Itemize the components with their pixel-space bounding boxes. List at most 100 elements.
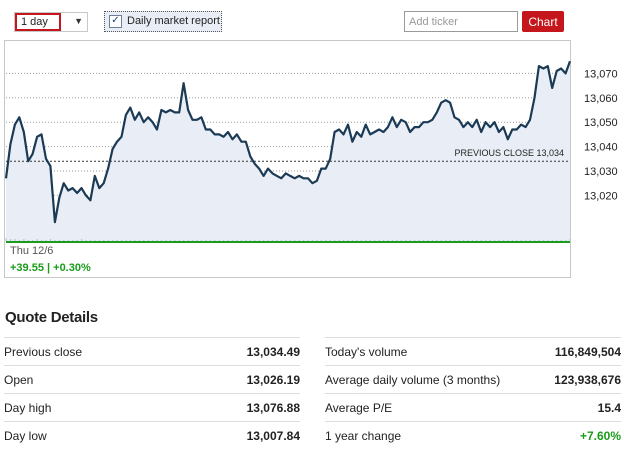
volume-bar: [85, 240, 87, 241]
volume-bar: [467, 240, 469, 241]
volume-bar: [14, 239, 16, 241]
chart-change-label: +39.55 | +0.30%: [10, 262, 91, 274]
volume-bar: [32, 240, 34, 241]
y-tick-label: 13,060: [584, 93, 618, 105]
stock-chart: 13,020 13,030 13,040 13,050 13,060 13,070 PREV…: [0, 40, 624, 280]
y-tick-label: 13,070: [584, 68, 618, 80]
volume-bar: [23, 239, 25, 241]
volume-bar: [334, 240, 336, 241]
volume-bar: [187, 240, 189, 241]
volume-bar: [165, 240, 167, 241]
quote-value: 13,026.19: [246, 373, 300, 387]
volume-bar: [276, 240, 278, 241]
volume-bar: [5, 238, 7, 241]
quote-value: 116,849,504: [554, 345, 621, 359]
chart-button[interactable]: Chart: [522, 11, 564, 32]
volume-bar: [502, 240, 505, 241]
volume-bar: [254, 240, 256, 241]
daily-report-toggle[interactable]: ✓ Daily market report: [104, 11, 222, 32]
quote-label: 1 year change: [325, 429, 402, 443]
volume-bar: [18, 240, 21, 241]
volume-bar: [245, 240, 247, 241]
volume-bar: [520, 240, 522, 241]
volume-bar: [298, 240, 300, 241]
volume-bar: [369, 240, 371, 241]
chart-toolbar: 1 day ▼ ✓ Daily market report Chart: [0, 0, 624, 40]
checkbox-checked-icon[interactable]: ✓: [109, 15, 122, 28]
volume-bar: [289, 240, 291, 241]
y-tick-label: 13,030: [584, 166, 618, 178]
volume-bar: [178, 240, 180, 241]
volume-bar: [98, 240, 100, 241]
volume-bar: [27, 240, 29, 241]
period-select[interactable]: 1 day ▼: [14, 12, 88, 32]
quote-value: 123,938,676: [554, 373, 621, 387]
volume-bar: [498, 240, 500, 241]
volume-bar: [347, 240, 349, 241]
volume-bar: [116, 240, 118, 241]
dropdown-arrow-icon: ▼: [74, 16, 83, 26]
volume-bar: [311, 240, 314, 241]
volume-bar: [471, 240, 473, 241]
y-tick-label: 13,050: [584, 117, 618, 129]
volume-bar: [76, 240, 78, 241]
quote-label: Today's volume: [325, 345, 408, 359]
add-ticker-input[interactable]: [404, 11, 518, 32]
volume-bar: [120, 240, 123, 241]
volume-bar: [414, 240, 416, 241]
quote-row: Open 13,026.19: [4, 365, 300, 393]
volume-bar: [134, 240, 136, 241]
volume-bar: [378, 240, 380, 241]
volume-bar: [494, 240, 496, 241]
volume-bar: [525, 240, 527, 241]
volume-bar: [280, 240, 283, 241]
price-chart-svg: 13,020 13,030 13,040 13,050 13,060 13,070 PREV…: [4, 40, 618, 278]
volume-bar: [209, 240, 211, 241]
price-area: [6, 61, 570, 243]
volume-bar: [89, 240, 92, 241]
volume-bar: [507, 240, 509, 241]
volume-bar: [160, 240, 163, 241]
volume-bar: [343, 240, 345, 241]
volume-bar: [200, 240, 203, 241]
quote-label: Average daily volume (3 months): [325, 373, 501, 387]
volume-bar: [329, 240, 331, 241]
volume-bar: [374, 240, 376, 241]
volume-bar: [249, 240, 251, 241]
volume-bar: [192, 240, 194, 241]
quote-details-title: Quote Details: [5, 309, 98, 326]
volume-bar: [360, 240, 362, 241]
volume-bar: [365, 240, 367, 241]
volume-bar: [400, 240, 402, 241]
volume-bar: [183, 240, 185, 241]
volume-bar: [560, 240, 562, 241]
quote-row: Day low 13,007.84: [4, 421, 300, 449]
volume-bar: [267, 240, 269, 241]
volume-bar: [427, 240, 429, 241]
volume-bar: [125, 240, 127, 241]
volume-bar: [391, 240, 394, 241]
y-tick-label: 13,020: [584, 190, 618, 202]
quote-value-positive: +7.60%: [579, 429, 621, 443]
volume-bar: [325, 240, 327, 241]
volume-bar: [307, 240, 309, 241]
volume-bar: [45, 240, 47, 241]
volume-bar: [152, 240, 154, 241]
volume-bar: [271, 240, 274, 241]
volume-bar: [169, 240, 172, 241]
quote-label: Day low: [4, 429, 47, 443]
volume-bar: [156, 240, 158, 241]
volume-bar: [103, 240, 105, 241]
volume-bar: [138, 240, 140, 241]
volume-bar: [569, 239, 571, 241]
volume-bar: [476, 240, 478, 241]
y-tick-label: 13,040: [584, 142, 618, 154]
volume-bar: [551, 240, 553, 241]
volume-bar: [405, 240, 407, 241]
volume-bar: [294, 240, 296, 241]
volume-bar: [223, 240, 225, 241]
volume-bar: [258, 240, 260, 241]
quote-row: Day high 13,076.88: [4, 393, 300, 421]
volume-bar: [449, 240, 451, 241]
volume-bar: [49, 239, 52, 241]
